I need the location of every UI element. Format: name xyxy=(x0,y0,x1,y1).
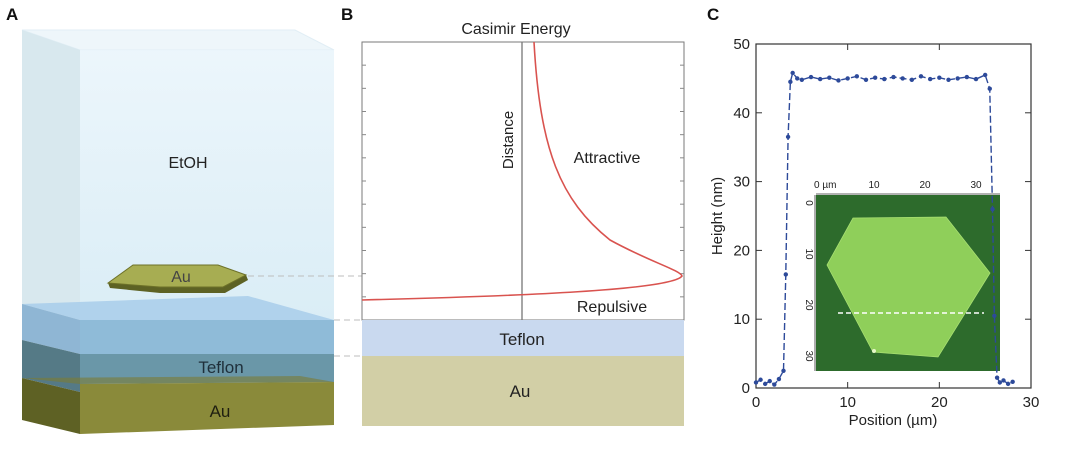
height-data-point xyxy=(990,206,995,212)
height-data-point xyxy=(827,75,832,80)
label-au-substrate-a: Au xyxy=(210,402,231,421)
height-data-point xyxy=(799,77,805,82)
height-data-point xyxy=(753,380,759,385)
x-axis-label: Position (µm) xyxy=(849,412,938,429)
height-data-point xyxy=(817,76,823,82)
height-data-point xyxy=(836,78,841,83)
height-data-point xyxy=(964,74,970,80)
panel-b-title: Casimir Energy xyxy=(461,21,570,38)
energy-plot-frame xyxy=(361,41,685,321)
height-data-point xyxy=(955,76,960,81)
height-data-point xyxy=(808,74,814,80)
y-tick-label: 40 xyxy=(733,105,750,122)
height-data-point xyxy=(927,76,933,82)
inset-xtick-30: 30 xyxy=(970,180,982,191)
teflon-band-b xyxy=(362,320,684,356)
inset-xtick-0: 0 µm xyxy=(814,180,836,191)
height-data-point xyxy=(863,77,869,82)
teflon-top-face xyxy=(22,296,334,320)
inset-flake-spot xyxy=(872,349,876,353)
y-tick-label: 10 xyxy=(733,311,750,328)
etoh-left-face xyxy=(22,30,80,320)
label-teflon-b: Teflon xyxy=(499,330,544,349)
x-tick-label: 10 xyxy=(839,394,856,411)
height-data-point xyxy=(992,313,997,318)
label-au-flake: Au xyxy=(171,269,191,286)
inset-optical-image: 0 µm 10 20 30 0 10 20 30 xyxy=(803,180,1000,371)
height-data-point xyxy=(937,75,942,80)
label-teflon-a: Teflon xyxy=(198,358,243,377)
teflon-front-face xyxy=(80,320,334,356)
height-data-point xyxy=(772,382,777,387)
x-tick-label: 0 xyxy=(752,394,760,411)
y-axis-label: Height (nm) xyxy=(709,177,726,255)
teflon-left-face xyxy=(22,304,80,354)
height-data-point xyxy=(982,72,988,78)
inset-ytick-10: 10 xyxy=(803,248,814,260)
height-data-point xyxy=(781,368,786,373)
height-data-point xyxy=(795,76,800,81)
height-data-point xyxy=(845,76,850,81)
casimir-energy-curve xyxy=(361,41,683,301)
gold-top-edge xyxy=(22,376,334,384)
height-profile-series xyxy=(753,70,1015,387)
inset-xtick-10: 10 xyxy=(868,180,880,191)
inset-ytick-30: 30 xyxy=(803,350,814,362)
panel-letter-b: B xyxy=(341,5,354,24)
y-tick-label: 30 xyxy=(733,174,750,191)
height-data-point xyxy=(788,79,793,85)
energy-plot-ticks xyxy=(362,64,684,298)
height-plot-axes: 0 10 20 30 0 10 20 30 40 50 xyxy=(733,36,1039,411)
panel-letter-a: A xyxy=(6,5,19,24)
height-data-point xyxy=(758,377,763,382)
height-data-point xyxy=(1010,379,1015,385)
repulsive-label: Repulsive xyxy=(577,299,647,316)
height-data-point xyxy=(918,74,924,79)
height-data-point xyxy=(783,272,788,277)
y-tick-label: 20 xyxy=(733,242,750,259)
gold-band-b xyxy=(362,356,684,426)
panel-b: Casimir Energy Distance Attractive Repul… xyxy=(361,21,685,426)
inset-ytick-20: 20 xyxy=(803,299,814,311)
inset-ytick-0: 0 xyxy=(803,200,814,206)
height-data-point xyxy=(891,74,896,80)
y-tick-label: 50 xyxy=(733,36,750,53)
height-data-point xyxy=(762,381,768,387)
x-tick-label: 20 xyxy=(931,394,948,411)
distance-label: Distance xyxy=(500,111,517,169)
x-tick-label: 30 xyxy=(1023,394,1040,411)
height-data-point xyxy=(1001,378,1006,383)
inset-xtick-20: 20 xyxy=(919,180,931,191)
height-data-point xyxy=(973,76,979,82)
attractive-label: Attractive xyxy=(574,150,641,167)
panel-letter-c: C xyxy=(707,5,720,24)
y-tick-label: 0 xyxy=(742,380,750,397)
height-data-point xyxy=(785,134,791,140)
panel-a: EtOH Au Teflon Au xyxy=(21,29,680,434)
au-flake-top xyxy=(106,264,248,288)
height-data-point xyxy=(854,74,860,79)
height-data-point xyxy=(909,77,915,82)
height-data-point xyxy=(1005,381,1011,387)
height-data-point xyxy=(776,376,782,382)
etoh-front-face xyxy=(80,50,334,320)
label-etoh: EtOH xyxy=(168,155,207,172)
height-data-point xyxy=(790,70,795,76)
height-data-point xyxy=(997,380,1003,385)
gold-left-face xyxy=(22,378,80,434)
label-au-b: Au xyxy=(510,382,531,401)
height-data-point xyxy=(872,75,878,80)
gold-front-face xyxy=(80,382,334,434)
height-data-point xyxy=(946,77,951,82)
height-data-point xyxy=(882,76,887,82)
height-data-point xyxy=(987,86,992,91)
height-data-point xyxy=(900,76,905,81)
inset-flake xyxy=(826,216,991,358)
height-data-point xyxy=(767,378,772,384)
panel-c: 0 10 20 30 0 10 20 30 40 50 0 µm 10 20 30 0 10 20… xyxy=(709,36,1039,429)
height-data-point xyxy=(994,375,1000,380)
